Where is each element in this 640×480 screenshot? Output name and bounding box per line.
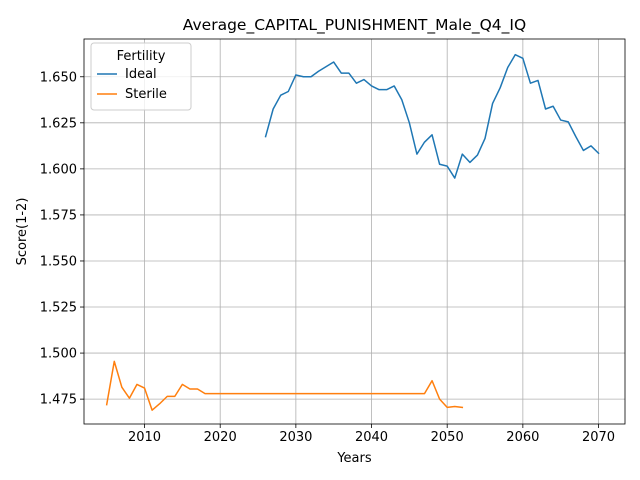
legend: Fertility Ideal Sterile <box>90 42 192 111</box>
y-tick-label: 1.525 <box>40 301 77 316</box>
y-tick-label: 1.550 <box>40 254 77 269</box>
chart-title: Average_CAPITAL_PUNISHMENT_Male_Q4_IQ <box>183 16 526 35</box>
x-tick-label: 2010 <box>128 430 161 445</box>
y-tick-label: 1.650 <box>40 70 77 85</box>
legend-title: Fertility <box>117 49 166 64</box>
series-line-sterile <box>105 360 464 411</box>
x-tick-label: 2070 <box>582 430 615 445</box>
series-lines <box>105 53 600 411</box>
grid <box>84 39 625 424</box>
x-tick-label: 2050 <box>431 430 464 445</box>
y-axis-label: Score(1-2) <box>15 198 30 266</box>
x-tick-label: 2060 <box>506 430 539 445</box>
y-tick-label: 1.500 <box>40 347 77 362</box>
legend-entries: Ideal Sterile <box>97 67 167 102</box>
x-tick-label: 2020 <box>204 430 237 445</box>
legend-label: Ideal <box>125 67 157 82</box>
y-tick-label: 1.625 <box>40 116 77 131</box>
x-tick-label: 2040 <box>355 430 388 445</box>
x-axis-ticks: 2010 2020 2030 2040 2050 2060 2070 <box>128 424 615 445</box>
plot-frame <box>83 38 626 425</box>
y-tick-label: 1.475 <box>40 393 77 408</box>
y-tick-label: 1.600 <box>40 162 77 177</box>
x-tick-label: 2030 <box>279 430 312 445</box>
legend-label: Sterile <box>125 87 167 102</box>
series-line-ideal <box>264 53 600 179</box>
y-axis-ticks: 1.475 1.500 1.525 1.550 1.575 1.600 1.625 1.650 <box>40 70 84 408</box>
x-axis-label: Years <box>336 451 372 466</box>
y-tick-label: 1.575 <box>40 208 77 223</box>
